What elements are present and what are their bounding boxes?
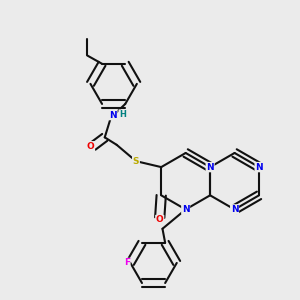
Text: N: N: [109, 111, 117, 120]
Text: N: N: [206, 163, 214, 172]
Text: H: H: [119, 110, 126, 119]
Text: N: N: [255, 163, 263, 172]
Text: N: N: [231, 205, 239, 214]
Text: N: N: [182, 205, 190, 214]
Text: S: S: [133, 157, 139, 166]
Text: F: F: [124, 258, 130, 267]
Text: O: O: [87, 142, 94, 151]
Text: O: O: [156, 215, 164, 224]
